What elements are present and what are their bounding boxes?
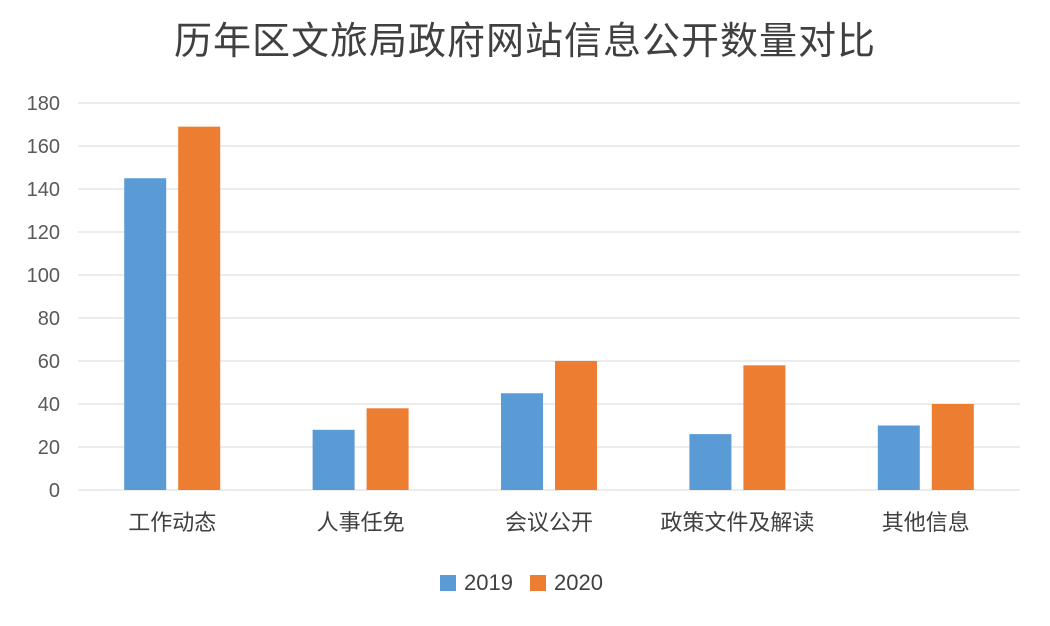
legend-swatch-2020 — [530, 575, 546, 591]
y-tick-label: 140 — [27, 179, 60, 201]
legend-label-2019: 2019 — [464, 570, 513, 595]
y-tick-label: 40 — [38, 394, 60, 416]
bar-2020-2 — [366, 408, 409, 490]
bar-2019-1 — [124, 178, 167, 490]
y-tick-label: 0 — [49, 480, 60, 502]
y-tick-label: 60 — [38, 351, 60, 373]
y-tick-label: 80 — [38, 308, 60, 330]
bar-2019-2 — [312, 429, 355, 490]
bar-2019-5 — [877, 425, 920, 490]
y-tick-label: 160 — [27, 136, 60, 158]
legend-swatch-2019 — [440, 575, 456, 591]
bar-2019-4 — [689, 434, 732, 490]
x-category-label: 政策文件及解读 — [660, 511, 814, 536]
bar-2019-3 — [501, 393, 543, 490]
bar-2020-4 — [743, 365, 786, 490]
legend-label-2020: 2020 — [554, 570, 603, 595]
bar-2020-5 — [931, 404, 974, 490]
bar-2020-3 — [555, 361, 597, 490]
x-category-label: 工作动态 — [128, 511, 216, 536]
x-category-label: 会议公开 — [505, 511, 593, 536]
chart-title: 历年区文旅局政府网站信息公开数量对比 — [173, 19, 876, 63]
y-tick-label: 120 — [27, 222, 60, 244]
x-category-label: 其他信息 — [882, 511, 970, 536]
y-tick-label: 100 — [27, 265, 60, 287]
bar-2020-1 — [178, 126, 221, 491]
x-category-label: 人事任免 — [317, 511, 405, 536]
y-tick-label: 20 — [38, 437, 60, 459]
y-tick-label: 180 — [27, 93, 60, 115]
